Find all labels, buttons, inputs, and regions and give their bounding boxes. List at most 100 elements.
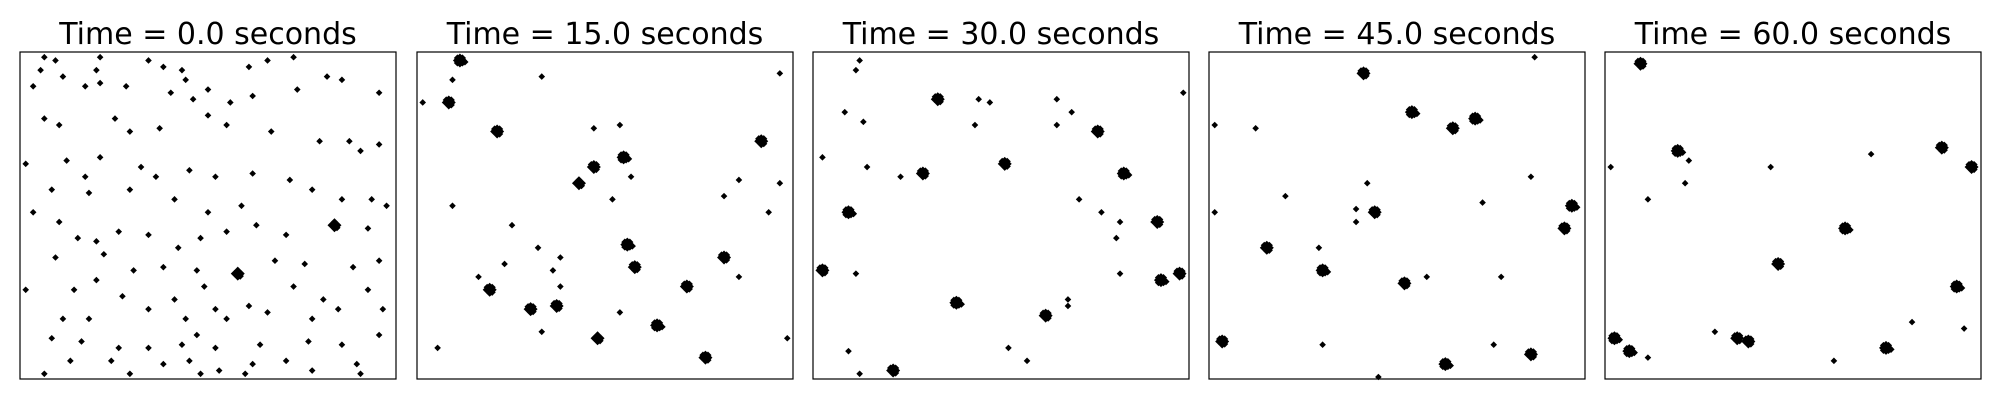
particle-point [557, 283, 564, 290]
particle-point [609, 196, 616, 203]
particle-point [122, 83, 130, 90]
particle-cluster [1315, 263, 1332, 278]
particle-point [1908, 318, 1916, 326]
particle-point [765, 208, 772, 216]
particle-point [1319, 341, 1326, 348]
particle-point [323, 73, 331, 80]
particle-point [81, 83, 89, 90]
particle-point [290, 283, 297, 290]
particle-point [1685, 157, 1693, 164]
particle-point [178, 66, 186, 74]
particle-point [1282, 192, 1289, 200]
particle-point [204, 86, 212, 93]
particle-cluster [1622, 344, 1638, 359]
panel-frame [812, 51, 1190, 380]
panel-title: Time = 30.0 seconds [842, 17, 1160, 52]
particle-point [178, 341, 186, 348]
particle-point [256, 341, 264, 348]
particle-point [200, 283, 208, 290]
particle-point [308, 186, 316, 193]
particle-point [301, 260, 309, 268]
particle-point [111, 115, 119, 122]
particle-point [145, 344, 152, 352]
particle-point [1352, 218, 1360, 226]
particle-point [223, 228, 230, 235]
particle-point [52, 57, 59, 64]
particle-point [1053, 95, 1061, 103]
particle-point [1252, 124, 1259, 132]
particle-point [1644, 354, 1652, 361]
particle-cluster [327, 218, 342, 233]
particle-cluster [815, 263, 830, 278]
particle-point [338, 341, 346, 348]
particle-point [334, 305, 342, 313]
particle-point [186, 357, 193, 365]
particle-cluster [1438, 357, 1454, 372]
particle-point [215, 367, 223, 374]
panel-frame [416, 51, 794, 380]
particle-point [212, 344, 219, 352]
particle-point [368, 196, 375, 203]
particle-point [48, 186, 56, 193]
particle-point [152, 173, 160, 181]
particle-point [107, 357, 115, 365]
particle-point [308, 367, 316, 374]
particle-cluster [698, 350, 713, 365]
particle-cluster [886, 363, 901, 378]
particle-point [212, 305, 219, 313]
particle-point [720, 192, 728, 200]
particle-point [308, 315, 316, 323]
particle-point [1113, 234, 1120, 242]
particle-point [293, 86, 301, 93]
particle-point [357, 370, 364, 378]
particle-point [238, 202, 245, 210]
particle-point [1830, 357, 1838, 365]
particle-cluster [1564, 198, 1581, 213]
particle-point [776, 179, 784, 187]
particle-point [186, 166, 193, 174]
particle-cluster [586, 160, 601, 175]
particle-point [223, 315, 230, 323]
particle-point [93, 276, 100, 284]
particle-point [245, 302, 253, 310]
particle-point [52, 254, 59, 261]
particle-point [29, 83, 37, 90]
particle-point [130, 267, 137, 274]
particle-point [78, 338, 85, 345]
particle-point [971, 121, 979, 129]
particle-point [96, 53, 104, 61]
panel-frame [1208, 51, 1586, 380]
particle-point [197, 370, 204, 378]
particle-cluster [679, 279, 694, 294]
particle-point [264, 309, 271, 316]
particle-cluster [482, 282, 497, 297]
particle-point [282, 357, 290, 365]
particle-cluster [452, 53, 469, 68]
particle-point [145, 305, 152, 313]
particle-point [549, 267, 557, 274]
particle-point [156, 124, 163, 132]
particle-cluster [1949, 279, 1966, 294]
particle-point [197, 234, 204, 242]
particle-point [845, 347, 852, 355]
particle-point [1211, 208, 1219, 216]
particle-point [776, 70, 784, 77]
particle-point [41, 53, 48, 61]
particle-point [41, 115, 48, 122]
particle-cluster [1150, 214, 1165, 229]
particle-point [375, 331, 383, 339]
particle-point [227, 99, 234, 106]
particle-point [182, 76, 189, 84]
particle-point [1479, 199, 1486, 206]
particle-point [223, 121, 230, 129]
particle-point [85, 189, 93, 197]
particle-point [193, 267, 201, 274]
particle-point [1064, 296, 1072, 303]
particle-point [1497, 273, 1505, 281]
particle-point [59, 315, 67, 323]
particle-point [852, 66, 860, 74]
particle-cluster [1090, 124, 1105, 139]
particle-point [115, 344, 123, 352]
particle-point [364, 225, 372, 232]
